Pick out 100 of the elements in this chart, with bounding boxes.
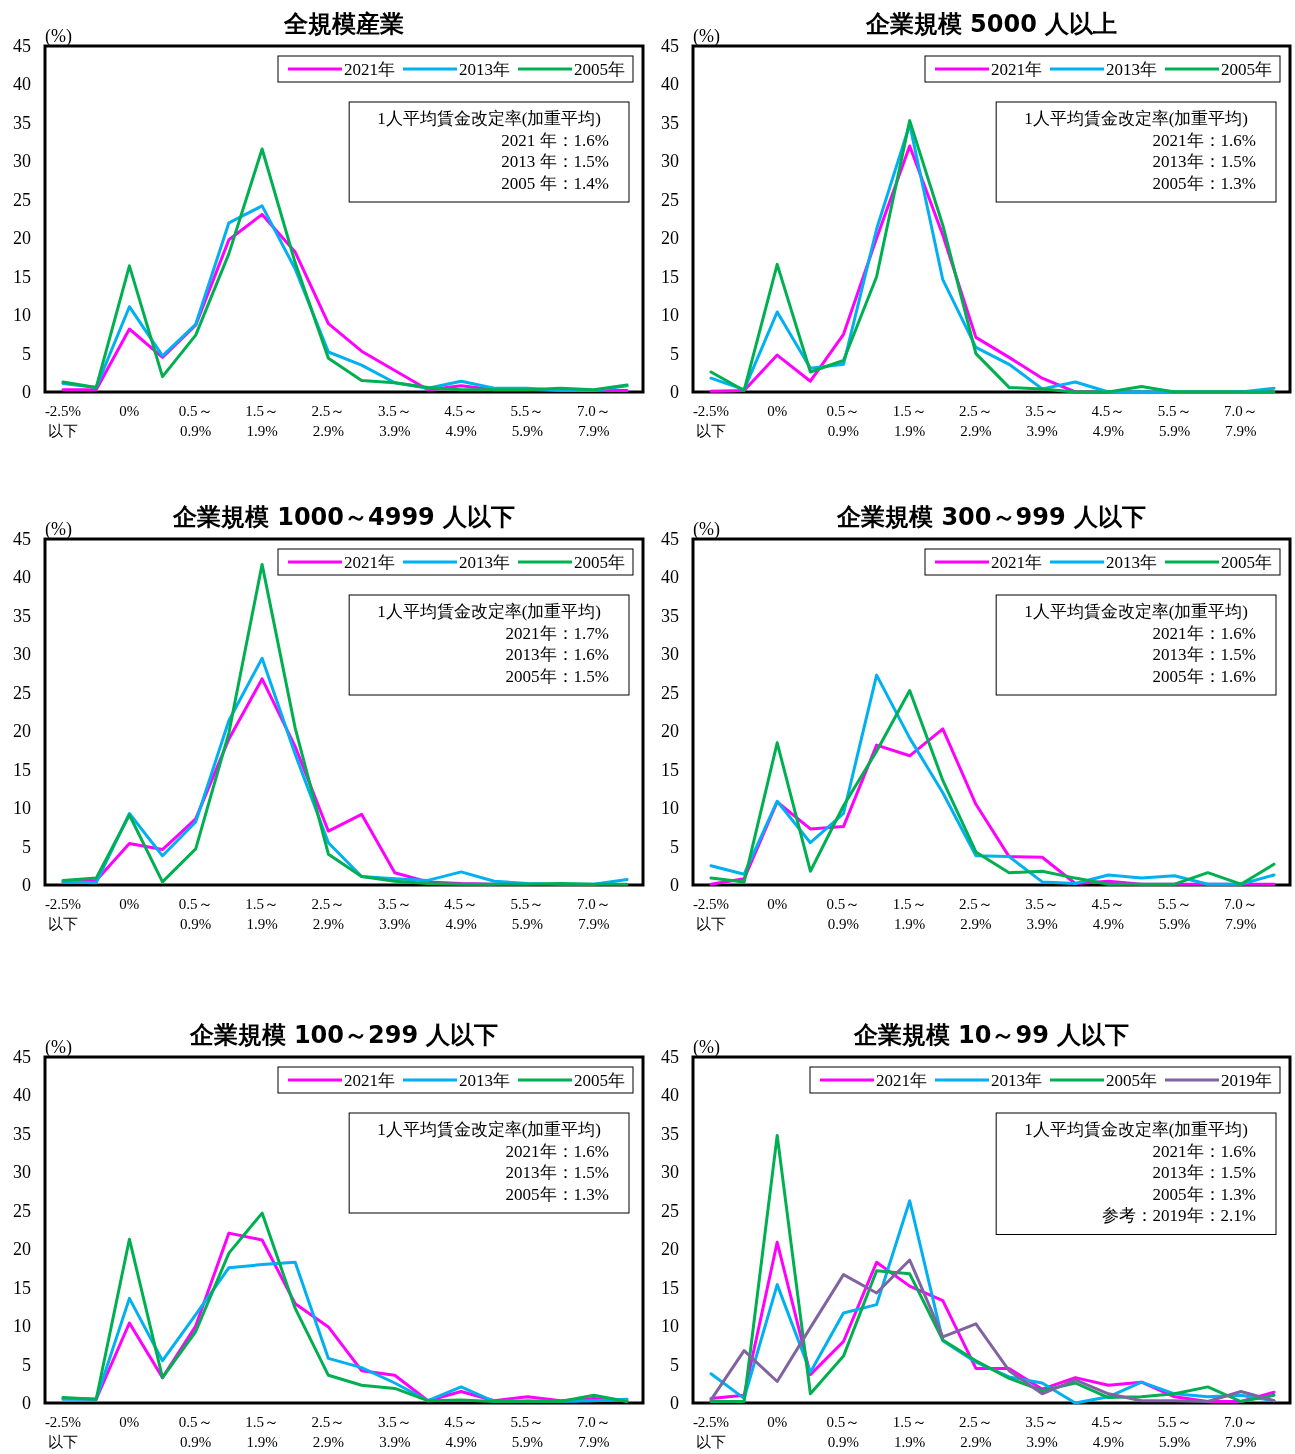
x-tick-label: 4.5～ 4.9% [1091,1414,1126,1450]
legend-label: 2013年 [459,553,510,572]
x-tick-label: 0% [767,896,788,912]
x-tick-label: 0% [767,403,788,419]
x-tick-label: 0.5～ 0.9% [826,896,861,932]
legend-label: 2021年 [344,553,395,572]
annotation: 1人平均賃金改定率(加重平均) [377,109,601,128]
y-tick-label: 15 [661,759,679,780]
legend-label: 2021年 [876,1071,927,1090]
annotation: 2013 年：1.5% [501,152,609,171]
y-tick-label: 15 [13,759,31,780]
y-tick-label: 40 [661,74,679,95]
legend-label: 2019年 [1221,1071,1272,1090]
x-tick-label: 2.5～ 2.9% [311,403,346,439]
x-tick-label: 0% [119,896,140,912]
legend-label: 2005年 [574,553,625,572]
x-tick-label: 2.5～ 2.9% [959,896,993,932]
y-tick-label: 35 [661,1123,679,1144]
x-tick-label: 1.5～ 1.9% [245,896,279,932]
x-tick-label: 5.5～ 5.9% [1157,403,1192,439]
x-tick-label: -2.5% 以下 [44,403,82,439]
y-tick-label: 10 [13,1316,31,1337]
y-tick-label: 25 [661,189,679,210]
legend-label: 2021年 [991,553,1042,572]
y-tick-label: 25 [13,682,31,703]
annotation: 2013年：1.5% [1152,1163,1256,1182]
x-tick-label: -2.5% 以下 [692,1414,730,1450]
chart-title: 企業規模 10～99 人以下 [852,1021,1130,1049]
y-tick-label: 5 [670,1354,679,1375]
x-tick-label: 2.5～ 2.9% [959,1414,993,1450]
annotation: 2013年：1.5% [1152,152,1256,171]
y-tick-label: 0 [22,1393,31,1413]
y-tick-label: 0 [22,382,31,402]
legend-label: 2021年 [344,1071,395,1090]
x-tick-label: 3.5～ 3.9% [1025,403,1060,439]
y-tick-label: 20 [661,1239,679,1260]
y-tick-label: 10 [661,1316,679,1337]
annotation: 2021年：1.7% [505,623,609,643]
y-tick-label: 20 [13,1239,31,1260]
x-tick-label: 0.5～ 0.9% [826,403,861,439]
annotation: 2021 年：1.6% [501,130,609,150]
y-tick-label: 25 [13,1200,31,1221]
annotation: 1人平均賃金改定率(加重平均) [377,602,601,621]
x-tick-label: 7.0～ 7.9% [1224,896,1258,932]
x-tick-label: 0% [767,1414,788,1430]
y-tick-label: 15 [13,266,31,287]
legend-label: 2005年 [1221,60,1272,79]
x-tick-label: 3.5～ 3.9% [377,403,412,439]
x-tick-label: 7.0～ 7.9% [576,1414,611,1450]
y-axis-title: (%) [45,1037,72,1058]
x-tick-label: 3.5～ 3.9% [377,896,412,932]
annotation: 2005年：1.3% [1152,1184,1256,1204]
y-tick-label: 45 [661,1047,679,1067]
y-tick-label: 35 [13,112,31,133]
y-tick-label: 5 [670,343,679,364]
annotation: 1人平均賃金改定率(加重平均) [1024,109,1248,128]
y-tick-label: 15 [661,1277,679,1298]
x-tick-label: 2.5～ 2.9% [311,896,346,932]
annotation: 2005年：1.6% [1152,666,1256,686]
y-tick-label: 45 [661,36,679,56]
x-tick-label: 4.5～ 4.9% [1091,896,1126,932]
y-tick-label: 40 [13,1085,31,1106]
x-tick-label: 4.5～ 4.9% [444,1414,478,1450]
annotation: 2021年：1.6% [1152,1141,1256,1161]
x-tick-label: 7.0～ 7.9% [576,403,611,439]
x-tick-label: 5.5～ 5.9% [510,1414,545,1450]
x-tick-label: 0% [119,403,140,419]
x-tick-label: 7.0～ 7.9% [576,896,611,932]
annotation: 2005年：1.3% [505,1184,609,1204]
y-tick-label: 30 [661,1162,679,1183]
y-tick-label: 20 [13,721,31,742]
y-axis-title: (%) [45,26,72,47]
y-tick-label: 45 [13,36,31,56]
x-tick-label: 5.5～ 5.9% [1157,896,1192,932]
legend-label: 2005年 [1221,553,1272,572]
x-tick-label: 0.5～ 0.9% [178,1414,213,1450]
x-tick-label: 2.5～ 2.9% [959,403,993,439]
y-tick-label: 5 [22,343,31,364]
y-tick-label: 45 [13,529,31,549]
x-tick-label: 2.5～ 2.9% [311,1414,346,1450]
annotation: 2013年：1.5% [1152,645,1256,664]
y-tick-label: 30 [13,644,31,665]
x-tick-label: 4.5～ 4.9% [1091,403,1126,439]
annotation: 1人平均賃金改定率(加重平均) [1024,602,1248,621]
x-tick-label: -2.5% 以下 [44,1414,82,1450]
x-tick-label: 0.5～ 0.9% [178,896,213,932]
y-axis-title: (%) [693,26,720,47]
y-tick-label: 30 [661,644,679,665]
x-tick-label: 1.5～ 1.9% [892,403,927,439]
x-tick-label: -2.5% 以下 [692,403,730,439]
annotation: 2005年：1.3% [1152,173,1256,193]
annotation: 2013年：1.6% [505,645,609,664]
y-tick-label: 30 [13,151,31,172]
y-tick-label: 25 [13,189,31,210]
y-tick-label: 40 [13,74,31,95]
legend-label: 2013年 [991,1071,1042,1090]
y-tick-label: 5 [22,1354,31,1375]
y-tick-label: 35 [661,112,679,133]
y-tick-label: 0 [670,1393,679,1413]
x-tick-label: 1.5～ 1.9% [892,896,927,932]
